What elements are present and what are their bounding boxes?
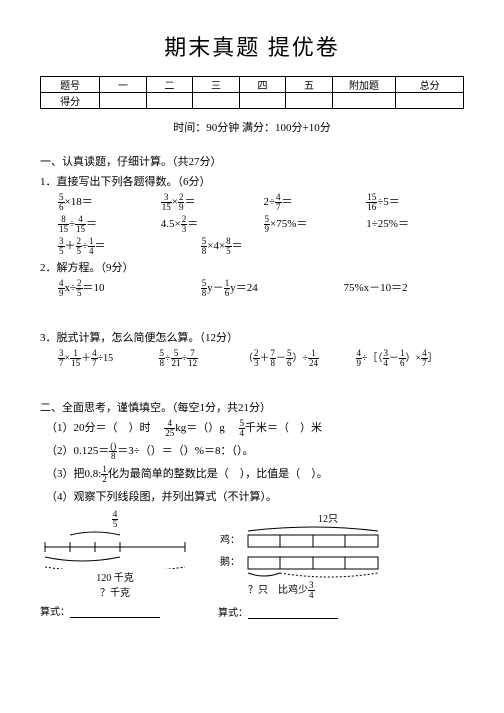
calc-row: 49x÷25＝10 58y－16y＝24 75%x－10＝2	[40, 279, 464, 298]
cell: 得分	[41, 93, 100, 109]
cell: 附加题	[332, 77, 395, 93]
fill-1: （1）20分＝（ ）时 425kg＝（）g 54千米＝（ ）米	[46, 419, 464, 438]
timing-line: 时间：90分钟 满分：100分+10分	[40, 119, 464, 135]
question-2: 2．解方程。（9分）	[40, 259, 464, 275]
table-row: 题号 一 二 三 四 五 附加题 总分	[41, 77, 464, 93]
calc-row: 56×18＝ 315×29＝ 2÷47＝ 1516÷5＝	[40, 193, 464, 212]
section-2: 二、全面思考，谨慎填空。（每空1分，共21分）	[40, 399, 464, 415]
calc-row: 815÷415＝ 4.5×23＝ 59×75%＝ 1÷25%＝	[40, 215, 464, 234]
fill-2: （2）0.125＝()8＝3÷（）＝（）%＝8：（）。	[46, 442, 464, 461]
cell: 一	[100, 77, 147, 93]
cell: 五	[286, 77, 333, 93]
fill-3: （3）把0.8:12化为最简单的整数比是（ ），比值是（ ）。	[46, 465, 464, 484]
diagram-1: 45 120 千克 ？千克 算式：	[40, 510, 190, 619]
cell: 二	[146, 77, 193, 93]
calc-row: 35＋25÷14＝ 58×4×85＝	[40, 237, 464, 256]
table-row: 得分	[41, 93, 464, 109]
svg-text:鹅：: 鹅：	[220, 555, 240, 568]
section-1: 一、认真读题，仔细计算。（共27分）	[40, 153, 464, 169]
fill-4: （4）观察下列线段图，并列出算式（不计算）。	[46, 488, 464, 504]
page-title: 期末真题 提优卷	[40, 30, 464, 62]
cell: 总分	[396, 77, 464, 93]
diagrams: 45 120 千克 ？千克 算式： 12只 鸡： 鹅： ？只 比鸡少34 算式：	[40, 510, 464, 619]
calc-row: 37×115＋47÷15 58÷521÷712 （23＋78－56）÷124 4…	[40, 349, 464, 368]
score-table: 题号 一 二 三 四 五 附加题 总分 得分	[40, 76, 464, 109]
cell: 四	[239, 77, 286, 93]
question-1: 1．直接写出下列各题得数。（6分）	[40, 173, 464, 189]
cell: 三	[193, 77, 240, 93]
question-3: 3．脱式计算，怎么简便怎么算。（12分）	[40, 329, 464, 345]
diagram-2: 12只 鸡： 鹅： ？只 比鸡少34 算式：	[218, 510, 408, 619]
cell: 题号	[41, 77, 100, 93]
svg-text:鸡：: 鸡：	[220, 533, 240, 546]
